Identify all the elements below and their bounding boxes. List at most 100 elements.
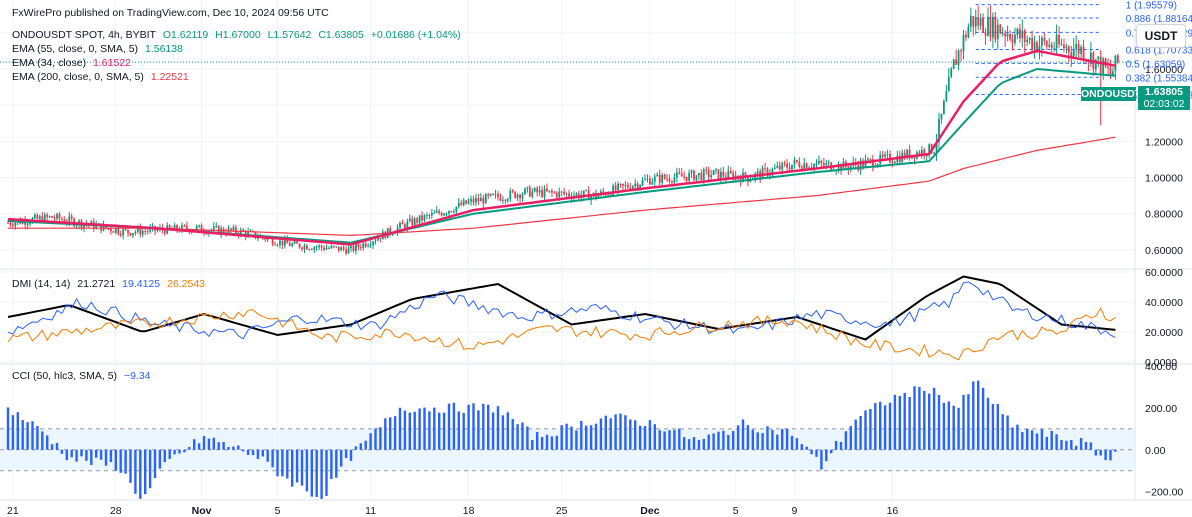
cci-bar (428, 411, 431, 450)
candle-body (310, 249, 313, 251)
ema34-value: 1.61522 (93, 57, 132, 69)
cci-bar (491, 412, 495, 450)
ema200-legend[interactable]: EMA (200, close, 0, SMA, 5) 1.22521 (12, 70, 193, 84)
cci-tick-label: 200.00 (1145, 403, 1177, 415)
candle-body (401, 222, 404, 225)
cci-bar (139, 449, 142, 499)
cci-bar (1075, 445, 1078, 450)
cci-bar (634, 420, 637, 450)
candle-body (558, 191, 561, 198)
candle-body (499, 197, 502, 201)
fib-level-label: 0.886 (1.88164) (1126, 14, 1192, 25)
ema34-legend[interactable]: EMA (34, close) 1.61522 (12, 56, 135, 70)
candle-body (347, 248, 350, 254)
candle-body (416, 218, 419, 223)
cci-bar (766, 426, 769, 450)
candle-body (928, 144, 931, 156)
cci-bar (516, 424, 519, 450)
candle-body (315, 247, 318, 249)
cci-bar (158, 449, 162, 469)
candle-body (482, 197, 485, 204)
candle-body (51, 216, 53, 218)
candle-body (791, 164, 793, 170)
candle-body (702, 169, 705, 180)
cci-bar (565, 423, 568, 450)
cci-bar (785, 428, 789, 450)
ohlc-close: C1.63805 (318, 29, 364, 41)
candle-body (489, 193, 492, 196)
cci-bar (1070, 439, 1073, 450)
time-tick-label: 18 (463, 505, 475, 517)
symbol-legend[interactable]: ONDOUSDT SPOT, 4h, BYBIT O1.62119 H1.670… (12, 28, 465, 42)
candle-body (95, 224, 98, 229)
candle-body (266, 238, 269, 240)
candle-body (212, 226, 215, 230)
candle-body (1018, 28, 1021, 39)
time-tick-label: 21 (7, 505, 19, 517)
cci-value: −9.34 (123, 370, 151, 382)
cci-bar (1050, 430, 1053, 450)
cci-bar (869, 408, 872, 450)
cci-bar (193, 439, 196, 450)
cci-bar (148, 449, 152, 489)
cci-bar (1094, 449, 1097, 456)
cci-bar (908, 396, 911, 450)
candle-body (301, 247, 303, 250)
cci-bar (825, 449, 828, 462)
cci-bar (109, 449, 113, 462)
currency-button[interactable]: USDT (1136, 24, 1186, 48)
candle-body (181, 225, 183, 232)
cci-legend[interactable]: CCI (50, hlc3, SMA, 5) −9.34 (12, 369, 155, 383)
cci-bar (393, 416, 397, 450)
candle-body (323, 247, 325, 250)
candle-body (1090, 52, 1092, 62)
cci-bar (183, 449, 186, 453)
candle-body (1033, 42, 1036, 50)
cci-bar (188, 447, 191, 450)
cci-bar (967, 394, 970, 450)
cci-tick-label: 0.00 (1145, 445, 1166, 457)
cci-bar (1026, 428, 1029, 450)
cci-bar (560, 425, 563, 450)
candle-body (511, 190, 514, 192)
cci-bar (501, 415, 505, 450)
price-tick-label: 1.00000 (1145, 173, 1183, 185)
cci-bar (26, 422, 29, 450)
cci-bar (712, 433, 715, 450)
candle-body (1058, 35, 1060, 45)
cci-bar (310, 449, 313, 497)
ohlc-change: +0.01686 (+1.04%) (370, 29, 461, 41)
candle-body (1063, 44, 1065, 49)
cci-bar (864, 410, 867, 450)
candle-body (871, 159, 874, 168)
candle-body (609, 194, 612, 197)
cci-bar (1079, 437, 1083, 450)
candle-body (1041, 37, 1043, 46)
dmi-legend[interactable]: DMI (14, 14) 21.2721 19.4125 26.2543 (12, 277, 209, 291)
candle-body (239, 229, 242, 235)
price-tick-label: 1.60000 (1145, 64, 1183, 76)
candle-body (470, 199, 472, 202)
candle-body (624, 184, 627, 186)
cci-bar (986, 397, 990, 450)
candle-body (41, 216, 44, 223)
cci-tick-label: 400.00 (1145, 361, 1177, 373)
candle-body (379, 238, 382, 240)
price-tick-label: 0.80000 (1145, 209, 1183, 221)
candle-body (524, 188, 526, 195)
cci-bar (795, 438, 799, 450)
candle-body (967, 26, 970, 38)
candle-body (675, 172, 678, 178)
cci-bar (928, 393, 931, 450)
cci-bar (482, 403, 485, 450)
candle-body (992, 16, 994, 38)
candle-body (48, 216, 51, 218)
candle-body (705, 169, 708, 171)
ema55-legend[interactable]: EMA (55, close, 0, SMA, 5) 1.56138 (12, 42, 187, 56)
candle-body (526, 187, 529, 189)
cci-bar (942, 402, 946, 450)
cci-bar (1065, 440, 1068, 450)
cci-bar (898, 396, 901, 450)
cci-bar (462, 412, 465, 450)
candle-body (1023, 30, 1026, 42)
